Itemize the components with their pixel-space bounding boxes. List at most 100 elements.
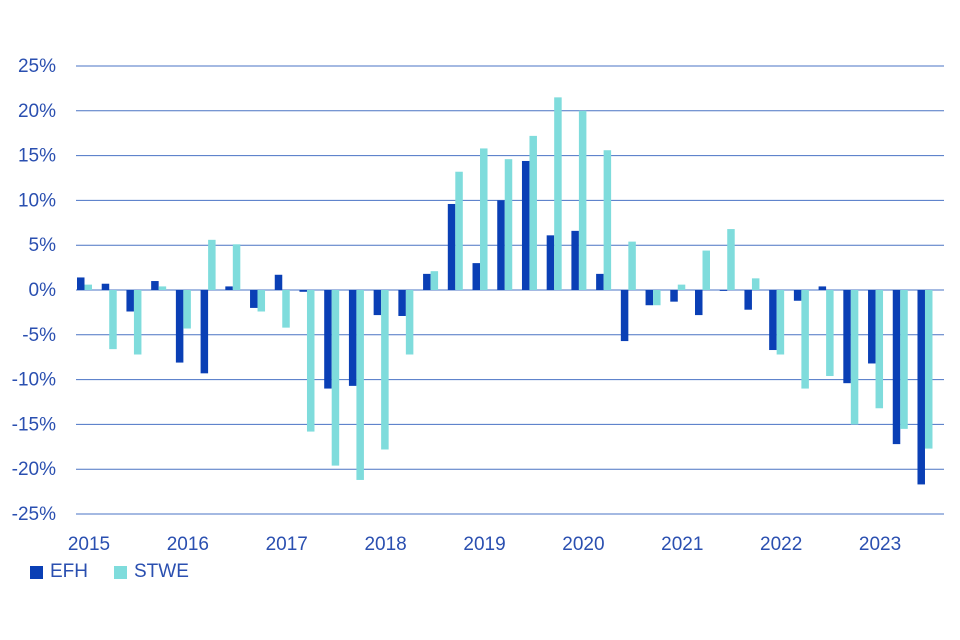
bar-efh [250,290,258,308]
bar-stwe [504,159,513,290]
bar-efh [200,290,209,374]
x-tick-label: 2020 [562,534,604,555]
bar-efh [571,230,579,290]
bar-efh [719,290,728,291]
bar-efh [472,263,481,290]
bar-efh [373,290,382,316]
bar-efh [843,290,851,384]
legend-label-efh: EFH [50,561,88,582]
bar-efh [695,290,703,316]
bar-efh [126,290,134,312]
bar-stwe [801,290,809,389]
y-tick-label: 15% [18,146,56,167]
bar-stwe [232,244,241,290]
y-tick-label: -10% [12,370,56,391]
bar-stwe [183,290,191,329]
bar-stwe [850,290,859,425]
x-tick-label: 2022 [760,534,802,555]
y-tick-label: -5% [22,325,56,346]
x-tick-label: 2019 [463,534,505,555]
bar-efh [299,290,307,292]
bar-efh [497,200,505,290]
bar-efh [423,273,431,290]
bar-efh [225,286,233,290]
bar-stwe [306,290,315,432]
y-tick-label: 20% [18,101,56,122]
bar-stwe [653,290,661,306]
bar-stwe [133,290,142,355]
bar-efh [101,283,110,290]
bar-efh [744,290,752,310]
bar-stwe [109,290,117,350]
y-tick-label: -25% [12,504,56,525]
bar-efh [917,290,925,485]
bar-stwe [405,290,414,355]
x-axis-labels: 2015 2016 2017 2018 2019 2020 2021 2022 2023 [68,534,901,555]
bar-stwe [381,290,389,450]
bars [77,97,933,485]
bar-efh [175,290,184,363]
bar-efh [892,290,901,445]
bar-stwe [208,239,216,290]
x-tick-label: 2016 [167,534,209,555]
legend-item-efh: EFH [30,561,88,583]
bar-stwe [751,278,760,290]
y-tick-label: 10% [18,190,56,211]
legend: EFH STWE [30,561,215,583]
x-tick-label: 2023 [859,534,901,555]
y-tick-label: 25% [18,56,56,77]
bar-efh [151,281,159,290]
bar-efh [348,290,357,386]
bar-efh [793,290,802,301]
bar-stwe [455,171,463,290]
bar-stwe [480,148,488,290]
bar-efh [818,286,827,290]
y-tick-label: 5% [29,235,57,256]
bar-efh [868,290,876,364]
bar-stwe [158,286,167,290]
bar-stwe [356,290,364,480]
y-tick-label: 0% [29,280,57,301]
bar-efh [324,290,332,389]
legend-item-stwe: STWE [114,561,189,583]
bar-stwe [875,290,884,409]
bar-efh [620,290,629,342]
x-tick-label: 2015 [68,534,110,555]
y-tick-label: -20% [12,459,56,480]
bar-efh [521,160,530,290]
bar-efh [546,235,555,290]
bar-stwe [900,290,908,429]
bar-stwe [776,290,785,355]
y-axis-labels: 25% 20% 15% 10% 5% 0% -5% -10% -15% -20% -25% [12,56,56,525]
bar-stwe [430,271,439,290]
bar-efh [596,273,604,290]
legend-label-stwe: STWE [134,561,189,582]
bar-stwe [826,290,834,377]
bar-stwe [554,97,562,290]
bar-stwe [702,250,710,290]
bar-stwe [677,284,686,290]
bar-stwe [727,229,735,290]
bar-stwe [257,290,266,312]
bar-efh [398,290,406,316]
bar-efh [447,203,456,290]
x-tick-label: 2018 [364,534,406,555]
bar-stwe [282,290,290,328]
bar-efh [769,290,777,351]
x-tick-label: 2017 [266,534,308,555]
bar-stwe [603,150,612,290]
bar-stwe [529,135,537,290]
bar-efh [670,290,678,302]
bar-stwe [628,241,636,290]
bar-stwe [924,290,933,449]
bar-efh [77,277,85,290]
x-tick-label: 2021 [661,534,703,555]
bar-stwe [84,284,92,290]
bar-efh [274,274,283,290]
legend-swatch-efh [30,565,43,579]
bar-stwe [331,290,340,466]
legend-swatch-stwe [114,565,127,579]
y-tick-label: -15% [12,414,56,435]
bar-stwe [578,110,587,290]
